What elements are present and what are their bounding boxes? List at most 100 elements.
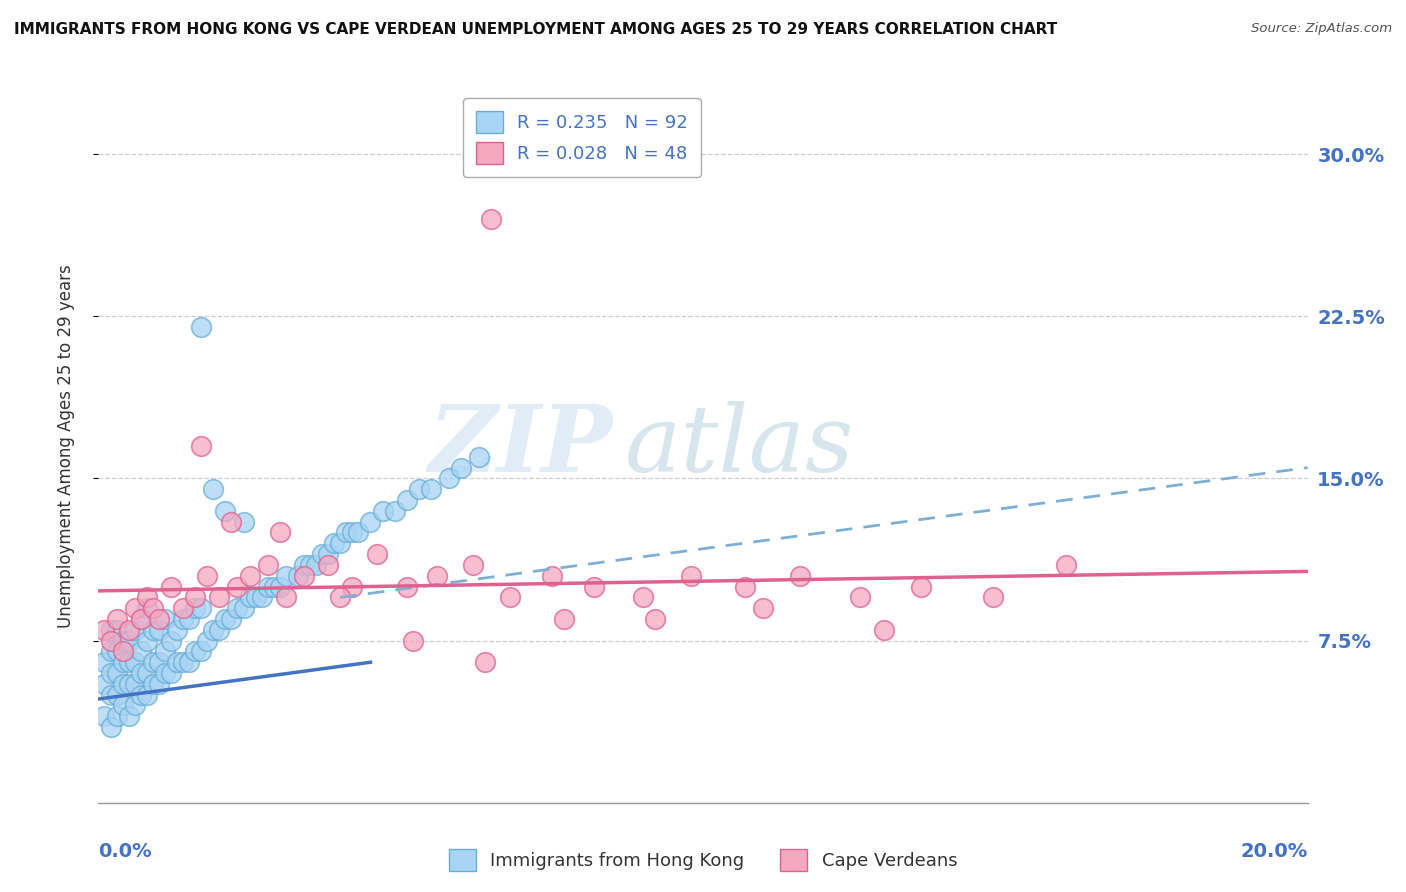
Point: [316, 547, 339, 561]
Point: [142, 623, 165, 637]
Point: [202, 482, 225, 496]
Point: [118, 623, 141, 637]
Point: [256, 580, 278, 594]
Point: [142, 677, 165, 691]
Point: [118, 633, 141, 648]
Point: [981, 591, 1004, 605]
Point: [214, 612, 236, 626]
Point: [184, 644, 207, 658]
Point: [93, 655, 115, 669]
Point: [287, 568, 309, 582]
Point: [172, 612, 194, 626]
Point: [208, 623, 231, 637]
Point: [135, 666, 157, 681]
Point: [366, 547, 388, 561]
Point: [160, 666, 183, 681]
Point: [111, 633, 134, 648]
Point: [105, 612, 128, 626]
Point: [214, 504, 236, 518]
Point: [342, 580, 364, 594]
Point: [347, 525, 370, 540]
Point: [305, 558, 328, 572]
Point: [752, 601, 775, 615]
Point: [135, 601, 157, 615]
Point: [292, 558, 315, 572]
Point: [148, 623, 170, 637]
Point: [105, 644, 128, 658]
Point: [129, 612, 152, 626]
Point: [179, 612, 201, 626]
Point: [100, 633, 122, 648]
Point: [142, 601, 165, 615]
Point: [316, 558, 339, 572]
Point: [426, 568, 449, 582]
Point: [644, 612, 666, 626]
Point: [118, 709, 141, 723]
Point: [474, 655, 496, 669]
Point: [93, 677, 115, 691]
Point: [1054, 558, 1077, 572]
Point: [190, 601, 212, 615]
Point: [360, 515, 382, 529]
Point: [100, 720, 122, 734]
Point: [232, 601, 254, 615]
Point: [468, 450, 491, 464]
Point: [335, 525, 357, 540]
Point: [100, 688, 122, 702]
Text: IMMIGRANTS FROM HONG KONG VS CAPE VERDEAN UNEMPLOYMENT AMONG AGES 25 TO 29 YEARS: IMMIGRANTS FROM HONG KONG VS CAPE VERDEA…: [14, 22, 1057, 37]
Point: [135, 591, 157, 605]
Point: [100, 623, 122, 637]
Point: [129, 666, 152, 681]
Point: [111, 644, 134, 658]
Point: [93, 709, 115, 723]
Point: [910, 580, 932, 594]
Point: [111, 655, 134, 669]
Point: [100, 666, 122, 681]
Point: [311, 547, 333, 561]
Point: [395, 493, 418, 508]
Point: [292, 568, 315, 582]
Point: [135, 633, 157, 648]
Point: [250, 591, 273, 605]
Y-axis label: Unemployment Among Ages 25 to 29 years: Unemployment Among Ages 25 to 29 years: [56, 264, 75, 628]
Point: [420, 482, 443, 496]
Text: 20.0%: 20.0%: [1240, 842, 1308, 861]
Point: [553, 612, 575, 626]
Point: [153, 666, 176, 681]
Point: [124, 698, 146, 713]
Point: [208, 591, 231, 605]
Point: [239, 568, 262, 582]
Point: [789, 568, 811, 582]
Point: [679, 568, 702, 582]
Point: [172, 655, 194, 669]
Point: [129, 688, 152, 702]
Point: [93, 623, 115, 637]
Point: [184, 601, 207, 615]
Point: [124, 655, 146, 669]
Point: [221, 612, 243, 626]
Point: [232, 515, 254, 529]
Point: [105, 623, 128, 637]
Point: [263, 580, 285, 594]
Point: [437, 471, 460, 485]
Point: [402, 633, 425, 648]
Point: [160, 633, 183, 648]
Point: [190, 320, 212, 334]
Point: [142, 655, 165, 669]
Point: [256, 558, 278, 572]
Point: [118, 655, 141, 669]
Point: [148, 677, 170, 691]
Point: [100, 644, 122, 658]
Point: [111, 698, 134, 713]
Point: [329, 536, 352, 550]
Point: [153, 644, 176, 658]
Point: [873, 623, 896, 637]
Point: [269, 525, 291, 540]
Point: [166, 655, 188, 669]
Point: [172, 601, 194, 615]
Point: [734, 580, 756, 594]
Point: [190, 644, 212, 658]
Point: [124, 677, 146, 691]
Text: atlas: atlas: [624, 401, 853, 491]
Point: [226, 601, 249, 615]
